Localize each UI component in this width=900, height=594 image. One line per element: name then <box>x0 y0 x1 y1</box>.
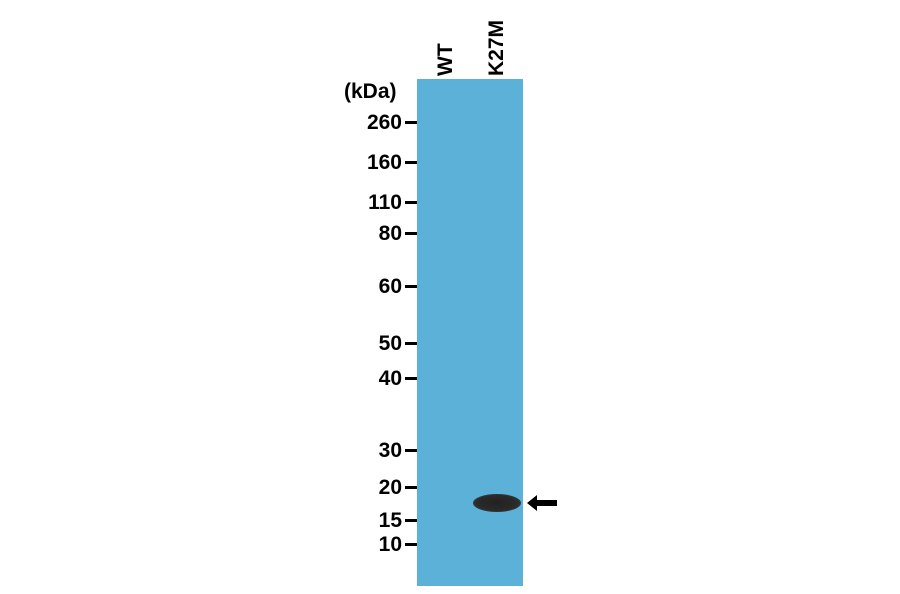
marker-110: 110 <box>368 192 417 213</box>
marker-50: 50 <box>379 333 417 354</box>
marker-label: 110 <box>368 191 402 214</box>
arrow-left-icon <box>527 495 557 511</box>
marker-160: 160 <box>367 152 417 173</box>
marker-label: 50 <box>378 332 402 355</box>
marker-tick <box>405 486 417 489</box>
marker-260: 260 <box>367 112 417 133</box>
marker-tick <box>405 377 417 380</box>
lane-label-k27m: K27M <box>485 19 508 76</box>
marker-tick <box>405 121 417 124</box>
marker-tick <box>405 543 417 546</box>
marker-label: 260 <box>366 111 402 134</box>
marker-label: 20 <box>378 476 402 499</box>
marker-label: 10 <box>378 533 402 556</box>
marker-60: 60 <box>379 276 417 297</box>
marker-label: 60 <box>378 275 402 298</box>
marker-15: 15 <box>379 510 417 531</box>
marker-tick <box>405 232 417 235</box>
marker-40: 40 <box>379 368 417 389</box>
marker-label: 40 <box>378 367 402 390</box>
unit-label: (kDa) <box>344 80 397 103</box>
marker-tick <box>405 161 417 164</box>
marker-label: 30 <box>378 439 402 462</box>
marker-tick <box>405 342 417 345</box>
marker-label: 160 <box>366 151 402 174</box>
protein-band <box>473 494 521 512</box>
marker-tick <box>405 285 417 288</box>
marker-30: 30 <box>379 440 417 461</box>
marker-10: 10 <box>379 534 417 555</box>
marker-80: 80 <box>379 223 417 244</box>
marker-20: 20 <box>379 477 417 498</box>
marker-tick <box>405 201 417 204</box>
marker-label: 15 <box>378 509 402 532</box>
marker-tick <box>405 449 417 452</box>
marker-label: 80 <box>378 222 402 245</box>
marker-tick <box>405 519 417 522</box>
lane-label-wt: WT <box>434 43 457 76</box>
